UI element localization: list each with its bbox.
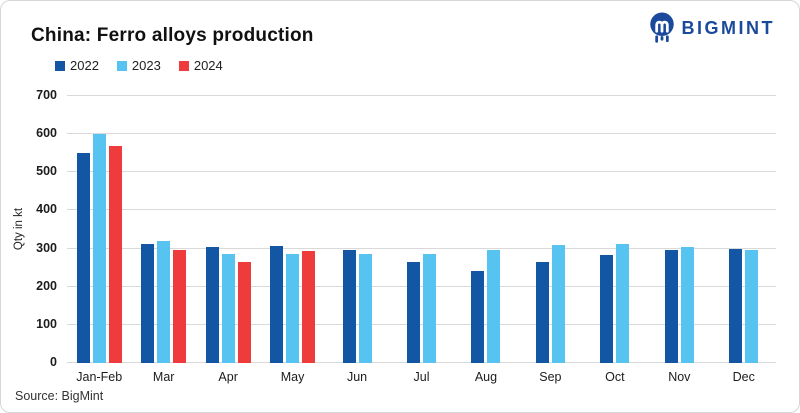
bar-2023-Jul [422, 253, 436, 363]
bar-2022-Mar [141, 244, 155, 363]
bar-2022-Jun [342, 249, 356, 363]
gridline-400 [67, 209, 776, 211]
bar-2024-Apr [237, 261, 251, 363]
bar-group-Dec [712, 96, 776, 363]
legend-label: 2024 [193, 58, 223, 73]
chart-legend: 2022 2023 2024 [55, 58, 223, 73]
bar-2023-Jan-Feb [92, 134, 106, 363]
bar-2023-Sep [551, 244, 565, 363]
gridline-500 [67, 171, 776, 173]
bar-group-Mar [131, 96, 195, 363]
bar-groups [67, 96, 776, 363]
bar-group-Oct [583, 96, 647, 363]
bar-2023-Oct [616, 244, 630, 363]
bar-2022-Dec [729, 248, 743, 363]
bar-2023-Dec [745, 250, 759, 363]
gridline-100 [67, 323, 776, 325]
ytick-500: 500 [36, 164, 57, 179]
bar-2024-Mar [173, 250, 187, 363]
bar-group-Jun [325, 96, 389, 363]
x-axis-tick-labels: Jan-Feb Mar Apr May Jun Jul Aug Sep Oct Nov Dec [67, 370, 776, 384]
xtick-Jun: Jun [346, 370, 368, 384]
bar-2023-Jun [358, 253, 372, 363]
gridline-700 [67, 95, 776, 96]
xtick-Mar: Mar [152, 370, 175, 384]
bar-2023-Mar [157, 240, 171, 363]
xtick-Nov: Nov [668, 370, 691, 384]
bar-group-Sep [518, 96, 582, 363]
ytick-200: 200 [36, 278, 57, 293]
legend-label: 2022 [70, 58, 99, 73]
legend-swatch-2023 [116, 60, 127, 71]
legend-item-2022: 2022 [55, 58, 99, 73]
bar-group-Nov [647, 96, 711, 363]
bigmint-logo: BIGMINT [649, 12, 776, 44]
bar-group-Jul [389, 96, 453, 363]
bar-2022-Apr [205, 246, 219, 363]
xtick-Jul: Jul [413, 370, 430, 384]
source-note: Source: BigMint [15, 389, 104, 403]
gridline-0 [67, 362, 776, 363]
bar-2023-Apr [221, 254, 235, 363]
bar-group-May [260, 96, 324, 363]
bar-2022-May [270, 245, 284, 363]
gridline-600 [67, 133, 776, 135]
xtick-Oct: Oct [605, 370, 625, 384]
ytick-700: 700 [36, 88, 57, 102]
legend-swatch-2022 [55, 60, 65, 71]
bar-2024-Jan-Feb [108, 146, 122, 363]
legend-swatch-2024 [178, 60, 189, 71]
bar-2023-Aug [487, 250, 501, 363]
xtick-May: May [280, 370, 305, 384]
xtick-Jan-Feb: Jan-Feb [76, 370, 123, 384]
bar-2022-Nov [664, 250, 678, 363]
bar-group-Aug [454, 96, 518, 363]
bar-2023-May [286, 253, 300, 363]
xtick-Sep: Sep [539, 370, 562, 384]
plot-area [67, 95, 776, 363]
gridline-200 [67, 285, 776, 287]
xtick-Dec: Dec [732, 370, 755, 384]
bar-2022-Jan-Feb [76, 153, 90, 363]
legend-label: 2023 [131, 58, 161, 73]
bar-2022-Aug [471, 270, 485, 363]
chart-title: China: Ferro alloys production [31, 25, 314, 46]
xtick-Apr: Apr [218, 370, 238, 384]
ytick-300: 300 [36, 240, 57, 255]
bar-group-Apr [196, 96, 260, 363]
bar-2022-Sep [535, 262, 549, 363]
bar-2024-May [302, 250, 316, 363]
bigmint-m-icon [649, 12, 675, 44]
ytick-600: 600 [36, 126, 57, 141]
gridline-300 [67, 247, 776, 249]
bar-group-Jan-Feb [67, 96, 131, 363]
legend-item-2023: 2023 [116, 58, 161, 73]
bigmint-logo-text: BIGMINT [681, 17, 775, 38]
ytick-400: 400 [36, 202, 57, 217]
bar-2022-Jul [406, 262, 420, 363]
bar-2023-Nov [680, 247, 694, 363]
ytick-100: 100 [36, 316, 57, 331]
bar-2022-Oct [600, 255, 614, 363]
y-axis-tick-labels: 0 100 200 300 400 500 600 700 [1, 88, 57, 369]
ytick-0: 0 [50, 355, 57, 369]
legend-item-2024: 2024 [178, 58, 223, 73]
xtick-Aug: Aug [474, 370, 498, 384]
